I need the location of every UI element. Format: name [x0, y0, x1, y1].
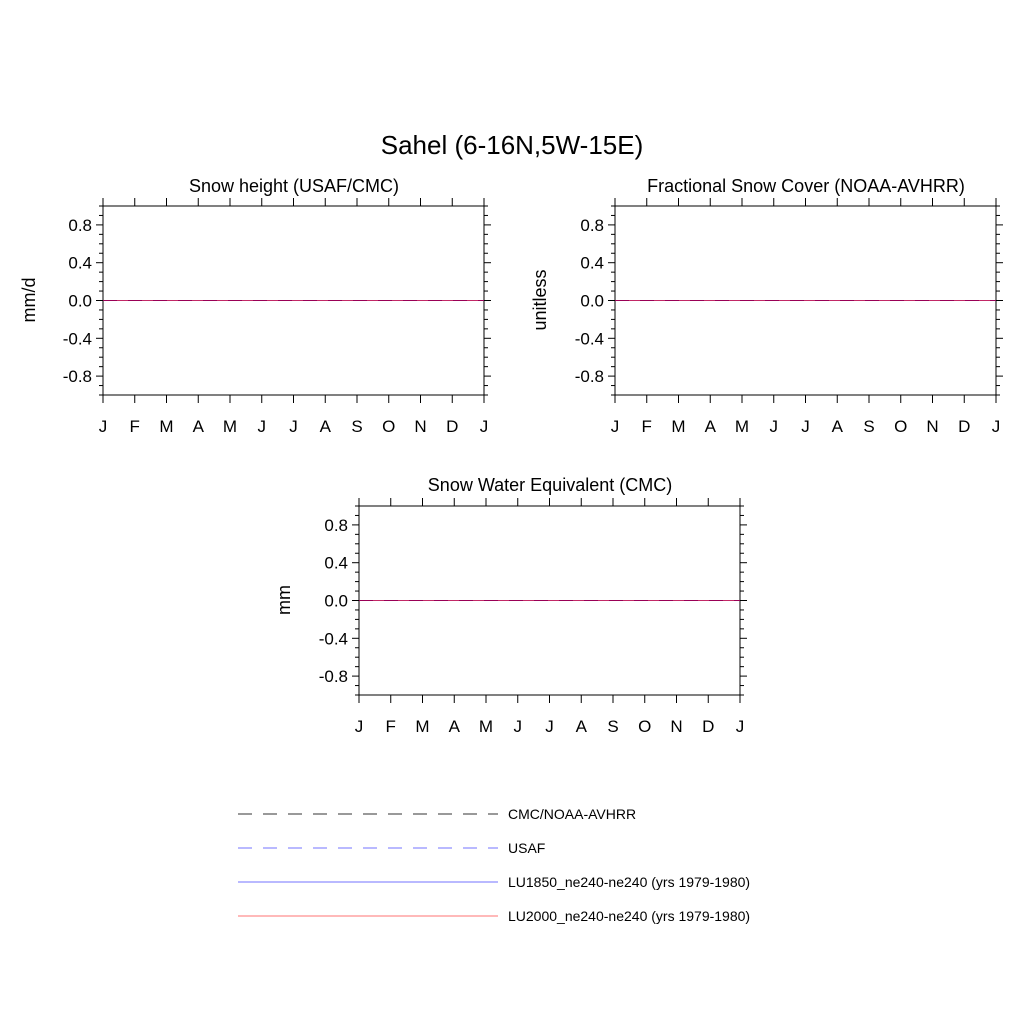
y-tick-label: 0.8 — [580, 216, 604, 235]
x-tick-label: N — [926, 417, 938, 436]
x-tick-label: M — [735, 417, 749, 436]
legend: CMC/NOAA-AVHRR USAF LU1850_ne240-ne240 (… — [238, 806, 750, 924]
x-tick-label: A — [576, 717, 588, 736]
panel-title: Snow height (USAF/CMC) — [189, 176, 399, 196]
y-tick-label: 0.8 — [324, 516, 348, 535]
x-tick-label: D — [958, 417, 970, 436]
y-axis-label: unitless — [530, 269, 550, 330]
x-tick-label: A — [320, 417, 332, 436]
y-tick-label: -0.4 — [575, 329, 604, 348]
y-tick-label: 0.0 — [68, 292, 92, 311]
legend-item: USAF — [238, 840, 545, 856]
x-tick-label: J — [736, 717, 745, 736]
legend-label: LU2000_ne240-ne240 (yrs 1979-1980) — [508, 908, 750, 924]
y-tick-label: 0.4 — [68, 254, 92, 273]
panel-title: Fractional Snow Cover (NOAA-AVHRR) — [647, 176, 965, 196]
x-tick-label: O — [382, 417, 395, 436]
x-tick-label: M — [415, 717, 429, 736]
x-tick-label: S — [863, 417, 874, 436]
y-tick-label: -0.4 — [319, 629, 348, 648]
panel-snow-water-equivalent: Snow Water Equivalent (CMC) mm 0.8 0.4 0.0… — [274, 475, 747, 736]
x-tick-label: N — [670, 717, 682, 736]
panel-title: Snow Water Equivalent (CMC) — [428, 475, 672, 495]
x-tick-label: F — [130, 417, 140, 436]
x-tick-label: J — [801, 417, 810, 436]
y-axis-label: mm — [274, 585, 294, 615]
legend-item: LU1850_ne240-ne240 (yrs 1979-1980) — [238, 874, 750, 890]
x-tick-label: D — [702, 717, 714, 736]
x-tick-label: J — [99, 417, 108, 436]
x-tick-label: N — [414, 417, 426, 436]
x-tick-label: A — [449, 717, 461, 736]
y-tick-label: -0.8 — [63, 367, 92, 386]
x-tick-label: F — [386, 717, 396, 736]
x-tick-label: J — [289, 417, 298, 436]
x-tick-label: J — [992, 417, 1001, 436]
figure-title: Sahel (6-16N,5W-15E) — [381, 130, 644, 160]
legend-label: LU1850_ne240-ne240 (yrs 1979-1980) — [508, 874, 750, 890]
plot-area: 0.80.40.0-0.4-0.8J F M A M J J A S O N D J — [319, 498, 747, 736]
x-tick-label: M — [479, 717, 493, 736]
panel-fractional-snow-cover: Fractional Snow Cover (NOAA-AVHRR) unitl… — [530, 176, 1003, 436]
y-tick-label: 0.4 — [324, 554, 348, 573]
x-tick-label: J — [514, 717, 523, 736]
legend-label: CMC/NOAA-AVHRR — [508, 806, 636, 822]
x-tick-label: M — [223, 417, 237, 436]
x-tick-label: F — [642, 417, 652, 436]
plot-area: 0.80.40.0-0.4-0.8J F M A M J J A S O N D J — [575, 198, 1003, 436]
x-tick-label: S — [607, 717, 618, 736]
legend-item: LU2000_ne240-ne240 (yrs 1979-1980) — [238, 908, 750, 924]
x-tick-label: J — [480, 417, 489, 436]
x-tick-label: A — [705, 417, 717, 436]
x-tick-label: J — [770, 417, 779, 436]
x-tick-label: M — [671, 417, 685, 436]
panel-snow-height: Snow height (USAF/CMC) mm/d 0.8 0.4 0.0 -0.… — [19, 176, 491, 436]
plot-area: 0.80.40.0-0.4-0.8J F M A M J J A S O N D J — [63, 198, 491, 436]
x-tick-label: O — [638, 717, 651, 736]
y-tick-label: -0.4 — [63, 329, 92, 348]
y-tick-label: 0.8 — [68, 216, 92, 235]
x-tick-label: A — [832, 417, 844, 436]
y-axis-label: mm/d — [19, 278, 39, 323]
x-tick-label: A — [193, 417, 205, 436]
y-tick-label: 0.0 — [324, 592, 348, 611]
x-tick-label: O — [894, 417, 907, 436]
legend-label: USAF — [508, 840, 545, 856]
y-tick-label: -0.8 — [575, 367, 604, 386]
legend-item: CMC/NOAA-AVHRR — [238, 806, 636, 822]
y-tick-label: 0.0 — [580, 292, 604, 311]
x-tick-label: J — [611, 417, 620, 436]
x-tick-label: J — [545, 717, 554, 736]
x-tick-label: D — [446, 417, 458, 436]
x-tick-label: S — [351, 417, 362, 436]
y-tick-label: 0.4 — [580, 254, 604, 273]
y-tick-label: -0.8 — [319, 667, 348, 686]
x-tick-label: J — [258, 417, 267, 436]
x-tick-label: J — [355, 717, 364, 736]
x-tick-label: M — [159, 417, 173, 436]
